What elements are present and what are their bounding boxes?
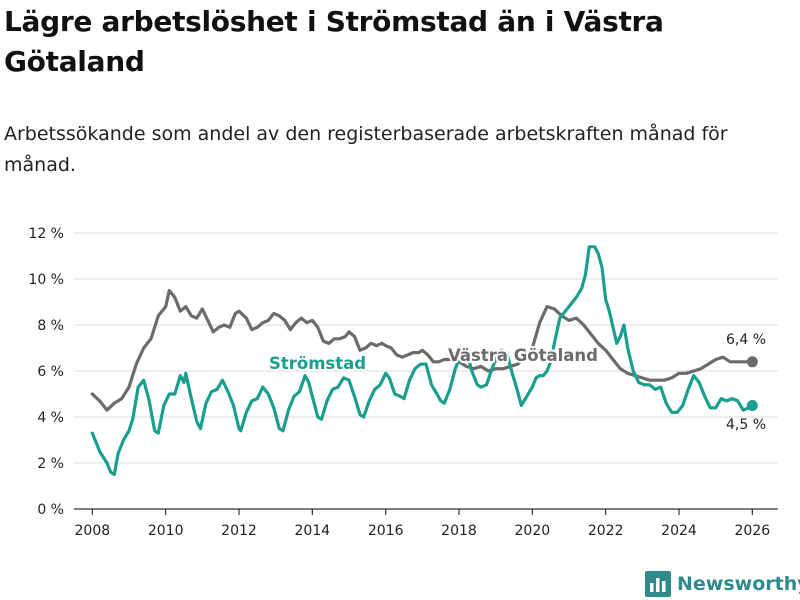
axes: 0 % 2 % 4 % 6 % 8 % 10 % 12 % 2008 2010 2012 2014 2…: [28, 226, 778, 539]
y-tick-label: 12 %: [28, 226, 64, 242]
x-tick-label: 2022: [588, 523, 624, 539]
gridlines: [74, 232, 778, 464]
x-tick-label: 2010: [148, 523, 184, 539]
end-value-label-stromstad: 4,5 %: [726, 417, 766, 433]
brand-name: Newsworthy: [677, 573, 800, 595]
x-tick-label: 2016: [368, 523, 404, 539]
labels: Strömstad Västra Götaland 6,4 % 4,5 %: [267, 332, 766, 433]
x-tick-label: 2026: [735, 523, 771, 539]
x-tick-label: 2008: [75, 523, 111, 539]
chart-subtitle: Arbetssökande som andel av den registerb…: [4, 123, 728, 176]
x-tick-label: 2024: [661, 523, 697, 539]
end-value-label-vastra-gotaland: 6,4 %: [726, 332, 766, 348]
series-line-stromstad: [90, 245, 754, 477]
y-tick-label: 10 %: [28, 272, 64, 288]
y-tick-label: 8 %: [37, 318, 64, 334]
y-tick-label: 2 %: [37, 456, 64, 472]
end-point-vastra-gotaland: [746, 356, 758, 368]
x-tick-label: 2018: [441, 523, 477, 539]
bar-chart-logo-icon: [645, 571, 671, 597]
y-tick-label: 6 %: [37, 364, 64, 380]
y-tick-label: 0 %: [37, 502, 64, 518]
end-point-stromstad: [746, 400, 758, 411]
x-tick-label: 2014: [295, 523, 331, 539]
series-label-stromstad: Strömstad: [269, 354, 366, 373]
brand-logo[interactable]: Newsworthy: [645, 569, 800, 599]
y-tick-label: 4 %: [37, 410, 64, 426]
series-line-vastra-gotaland: [90, 288, 754, 412]
x-tick-label: 2012: [221, 523, 257, 539]
series: [90, 245, 758, 477]
series-label-vastra-gotaland: Västra Götaland: [448, 346, 598, 365]
x-tick-label: 2020: [515, 523, 551, 539]
chart-title: Lägre arbetslöshet i Strömstad än i Väst…: [4, 5, 664, 78]
